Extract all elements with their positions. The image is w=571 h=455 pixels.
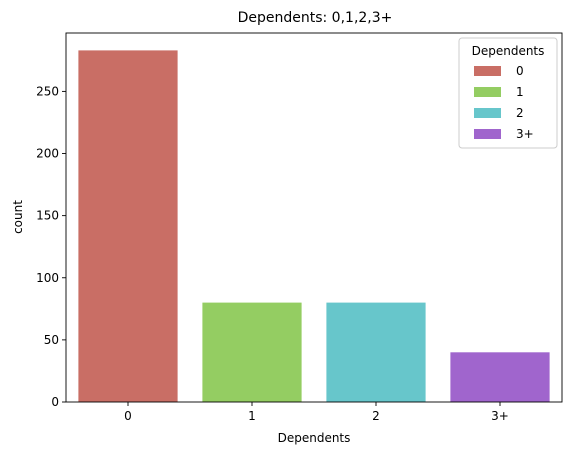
legend-label: 2	[516, 106, 524, 120]
y-tick-label: 250	[36, 84, 59, 98]
legend-title: Dependents	[472, 44, 545, 58]
plot-frame	[65, 32, 563, 403]
bar-3+	[450, 352, 550, 402]
bar-2	[326, 302, 426, 402]
legend-swatch	[474, 108, 501, 118]
y-tick-label: 0	[51, 395, 59, 409]
legend-label: 0	[516, 64, 524, 78]
legend-swatch	[474, 66, 501, 76]
legend-label: 1	[516, 85, 524, 99]
bar-0	[78, 50, 178, 402]
y-tick-label: 100	[36, 271, 59, 285]
x-axis: 0 1 2 3+	[124, 402, 509, 423]
legend: Dependents 0 1 2 3+	[458, 37, 558, 149]
x-tick-label: 2	[372, 409, 380, 423]
y-tick-label: 50	[44, 333, 59, 347]
x-tick-label: 1	[248, 409, 256, 423]
chart-title: Dependents: 0,1,2,3+	[238, 10, 393, 26]
legend-box	[458, 37, 558, 149]
y-axis: 0 50 100 150 200 250	[36, 84, 66, 409]
y-tick-label: 150	[36, 209, 59, 223]
legend-items: 0 1 2 3+	[474, 64, 534, 141]
bars-group	[78, 50, 550, 402]
bar-1	[202, 302, 302, 402]
x-tick-label: 3+	[491, 409, 509, 423]
y-axis-label: count	[11, 200, 25, 234]
legend-label: 3+	[516, 127, 534, 141]
legend-swatch	[474, 87, 501, 97]
x-axis-label: Dependents	[278, 431, 351, 445]
y-tick-label: 200	[36, 147, 59, 161]
legend-swatch	[474, 129, 501, 139]
x-tick-label: 0	[124, 409, 132, 423]
